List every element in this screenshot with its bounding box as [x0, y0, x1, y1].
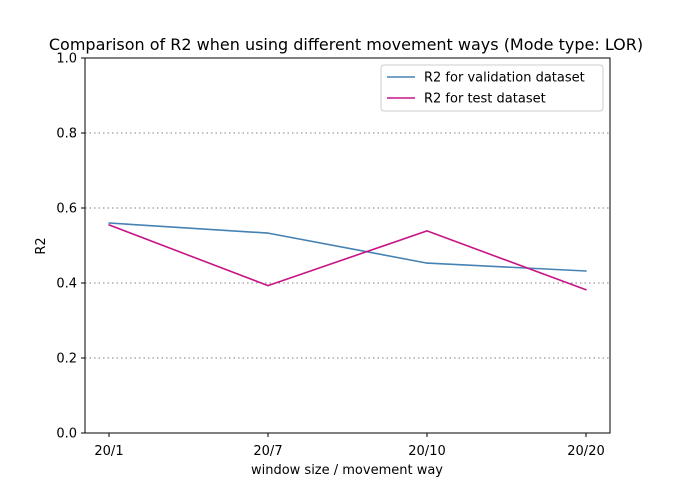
data-point — [585, 270, 587, 272]
x-axis: 20/1 20/7 20/10 20/20 — [94, 433, 605, 459]
y-tick-label: 0.0 — [56, 427, 77, 442]
x-tick-label: 20/20 — [567, 444, 604, 459]
chart-title: Comparison of R2 when using different mo… — [49, 35, 643, 54]
data-point — [267, 284, 269, 287]
data-point — [426, 230, 428, 232]
y-tick-label: 0.4 — [56, 277, 77, 292]
y-axis: 0.0 0.2 0.4 0.6 0.8 1.0 — [56, 52, 85, 442]
series-line-1 — [108, 224, 587, 291]
legend-label: R2 for test dataset — [424, 92, 546, 107]
legend-label: R2 for validation dataset — [424, 71, 585, 86]
x-tick-label: 20/10 — [408, 444, 445, 459]
y-tick-label: 1.0 — [56, 52, 77, 67]
series-line-0 — [108, 222, 587, 272]
data-point — [108, 222, 110, 224]
plot-area-frame — [84, 57, 611, 434]
grid — [85, 132, 610, 359]
data-point — [585, 288, 587, 291]
data-point — [267, 232, 269, 234]
series-layer — [108, 222, 587, 291]
legend-box — [380, 64, 604, 112]
y-tick-label: 0.2 — [56, 352, 77, 367]
x-axis-label: window size / movement way — [251, 463, 443, 478]
data-point — [426, 262, 428, 264]
y-axis-label: R2 — [34, 237, 49, 254]
y-tick-label: 0.6 — [56, 202, 77, 217]
data-point — [108, 224, 110, 226]
x-tick-label: 20/7 — [253, 444, 282, 459]
legend: R2 for validation dataset R2 for test dat… — [380, 64, 604, 112]
y-tick-label: 0.8 — [56, 127, 77, 142]
x-tick-label: 20/1 — [94, 444, 123, 459]
